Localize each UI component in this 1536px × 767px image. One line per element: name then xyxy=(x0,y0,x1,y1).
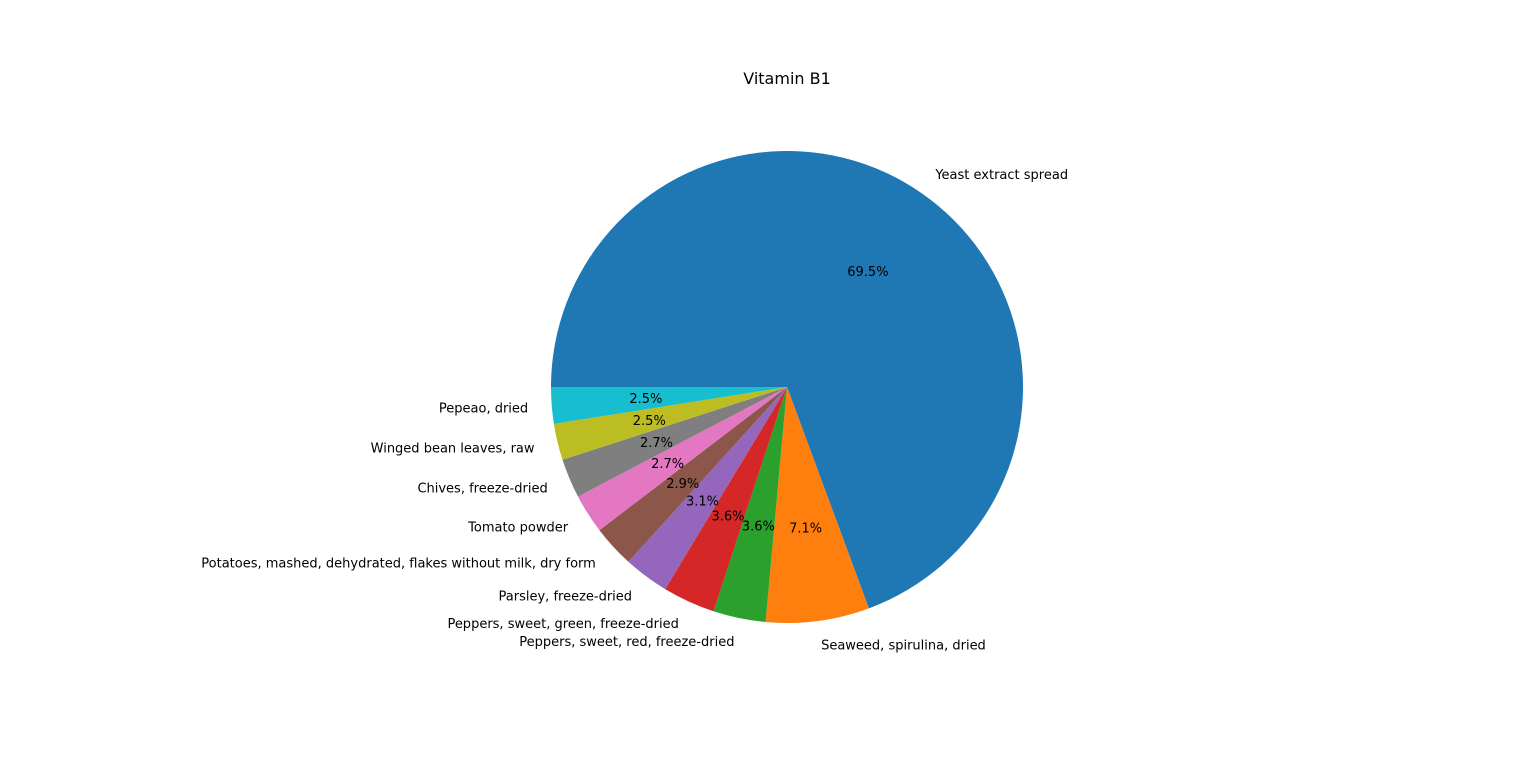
slice-percent-label: 2.9% xyxy=(666,477,699,492)
slice-percent-label: 7.1% xyxy=(789,521,822,536)
slice-label: Seaweed, spirulina, dried xyxy=(821,638,986,653)
pie-slices xyxy=(551,151,1023,623)
slice-label: Chives, freeze-dried xyxy=(417,482,547,497)
slice-label: Peppers, sweet, green, freeze-dried xyxy=(447,617,678,632)
slice-label: Tomato powder xyxy=(467,521,569,536)
slice-label: Yeast extract spread xyxy=(934,168,1068,183)
slice-label: Pepeao, dried xyxy=(439,401,528,416)
slice-percent-label: 2.7% xyxy=(651,457,684,472)
slice-percent-label: 3.1% xyxy=(686,495,719,510)
slice-percent-label: 2.7% xyxy=(640,436,673,451)
slice-label: Potatoes, mashed, dehydrated, flakes wit… xyxy=(201,557,596,572)
slice-percent-label: 3.6% xyxy=(742,520,775,535)
chart-title: Vitamin B1 xyxy=(743,69,831,88)
slice-label: Parsley, freeze-dried xyxy=(499,589,633,604)
slice-label: Peppers, sweet, red, freeze-dried xyxy=(519,635,734,650)
slice-label: Winged bean leaves, raw xyxy=(371,441,535,456)
slice-percent-label: 3.6% xyxy=(712,510,745,525)
slice-percent-label: 69.5% xyxy=(847,265,888,280)
slice-percent-label: 2.5% xyxy=(629,392,662,407)
slice-percent-label: 2.5% xyxy=(633,414,666,429)
